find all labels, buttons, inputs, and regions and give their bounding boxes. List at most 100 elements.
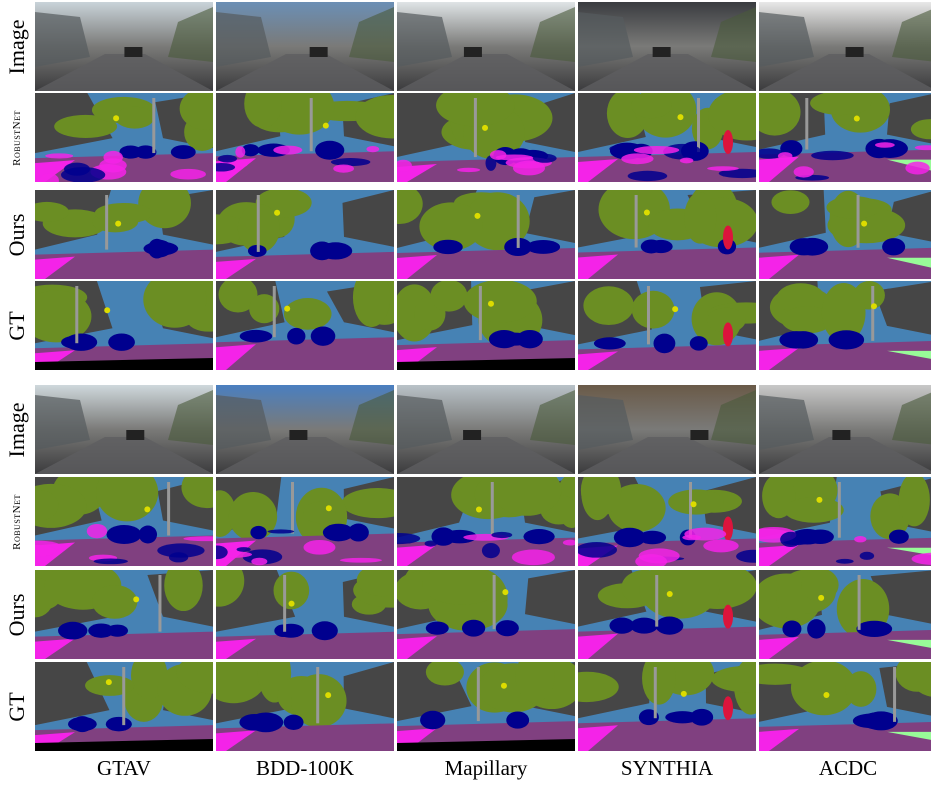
car xyxy=(144,242,179,256)
vehicle xyxy=(690,430,708,440)
sign xyxy=(677,114,683,120)
car xyxy=(862,712,887,729)
noise xyxy=(235,146,245,157)
sign xyxy=(476,506,482,512)
car xyxy=(58,622,87,640)
sign xyxy=(133,596,139,602)
car xyxy=(641,240,662,254)
pole xyxy=(75,286,78,343)
car xyxy=(284,715,304,730)
sign xyxy=(501,683,507,689)
sign xyxy=(325,692,331,698)
car xyxy=(889,530,909,544)
vehicle xyxy=(126,430,144,440)
segmentation-cell xyxy=(397,190,575,279)
car xyxy=(630,618,658,634)
vegetation xyxy=(92,585,137,619)
sign xyxy=(106,679,112,685)
segmentation-cell xyxy=(397,662,575,751)
segmentation-cell xyxy=(578,281,756,370)
sign xyxy=(672,306,678,312)
image-cell xyxy=(578,2,756,91)
car xyxy=(656,617,684,635)
car xyxy=(782,620,801,637)
segmentation-cell xyxy=(397,281,575,370)
car xyxy=(690,336,708,351)
sign xyxy=(488,301,494,307)
sign xyxy=(681,691,687,697)
pole xyxy=(805,98,808,150)
car xyxy=(65,334,97,351)
sign xyxy=(861,221,867,227)
car xyxy=(690,709,713,726)
noise xyxy=(854,536,866,542)
noise xyxy=(634,146,680,154)
car xyxy=(420,711,445,730)
vegetation xyxy=(668,489,724,514)
segmentation-cell xyxy=(759,190,931,279)
vegetation xyxy=(583,286,633,325)
noise xyxy=(490,150,507,160)
noise xyxy=(87,524,107,538)
segmentation-cell xyxy=(216,93,394,182)
car xyxy=(311,327,336,346)
pole xyxy=(493,575,496,629)
sign xyxy=(113,115,119,121)
row-label: Ours xyxy=(2,570,32,660)
noise xyxy=(533,154,557,163)
noise xyxy=(794,166,814,177)
pole xyxy=(158,575,161,632)
vegetation xyxy=(845,671,876,707)
image-cell xyxy=(35,385,213,474)
pole xyxy=(893,667,896,722)
person xyxy=(723,225,733,249)
sign xyxy=(115,221,121,227)
segmentation-cell xyxy=(578,190,756,279)
car xyxy=(108,334,135,351)
noise xyxy=(457,168,480,172)
noise xyxy=(703,539,738,552)
pole xyxy=(871,286,874,341)
noise xyxy=(778,152,793,160)
person xyxy=(723,322,733,346)
car xyxy=(239,714,269,731)
pole xyxy=(316,667,319,723)
image-cell xyxy=(397,385,575,474)
noise xyxy=(303,540,335,555)
car xyxy=(829,330,865,349)
segmentation-cell xyxy=(759,281,931,370)
noise xyxy=(639,548,680,563)
car xyxy=(865,139,892,158)
segmentation-cell xyxy=(759,662,931,751)
noise xyxy=(45,153,73,158)
noise xyxy=(170,169,206,180)
vegetation xyxy=(284,298,332,330)
row-label: RobustNet xyxy=(2,93,32,183)
vegetation xyxy=(632,291,675,329)
segmentation-cell xyxy=(35,477,213,566)
noise xyxy=(513,161,545,176)
segmentation-cell xyxy=(397,477,575,566)
pole xyxy=(838,482,841,538)
pole xyxy=(152,98,155,153)
noise xyxy=(707,166,739,171)
sign xyxy=(104,307,110,313)
vehicle xyxy=(463,430,481,440)
segmentation-cell xyxy=(759,570,931,659)
vegetation xyxy=(85,675,134,696)
car xyxy=(796,238,828,256)
vehicle xyxy=(832,430,850,440)
sign xyxy=(482,125,488,131)
segmentation-cell xyxy=(35,570,213,659)
segmentation-cell xyxy=(397,570,575,659)
image-cell xyxy=(216,2,394,91)
car xyxy=(240,330,273,343)
vegetation xyxy=(684,192,716,243)
image-cell xyxy=(759,385,931,474)
car xyxy=(496,620,519,636)
noise xyxy=(366,146,379,152)
car xyxy=(779,331,813,348)
sign xyxy=(323,123,329,129)
car xyxy=(312,621,338,640)
sign xyxy=(289,601,295,607)
